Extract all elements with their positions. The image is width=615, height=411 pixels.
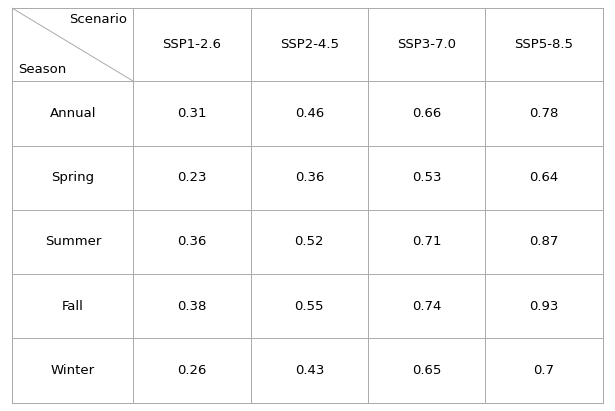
Text: 0.23: 0.23: [177, 171, 207, 184]
Text: Season: Season: [18, 63, 66, 76]
Text: 0.74: 0.74: [412, 300, 442, 313]
Text: 0.65: 0.65: [412, 364, 442, 377]
Text: Annual: Annual: [50, 107, 96, 120]
Text: Winter: Winter: [51, 364, 95, 377]
Text: 0.93: 0.93: [530, 300, 558, 313]
Text: Summer: Summer: [45, 236, 101, 249]
Text: 0.87: 0.87: [530, 236, 558, 249]
Text: 0.71: 0.71: [412, 236, 442, 249]
Text: Fall: Fall: [62, 300, 84, 313]
Text: 0.36: 0.36: [177, 236, 207, 249]
Text: SSP5-8.5: SSP5-8.5: [515, 38, 574, 51]
Text: 0.53: 0.53: [412, 171, 442, 184]
Text: 0.66: 0.66: [412, 107, 442, 120]
Text: 0.64: 0.64: [530, 171, 558, 184]
Text: 0.26: 0.26: [177, 364, 207, 377]
Text: 0.46: 0.46: [295, 107, 324, 120]
Text: 0.31: 0.31: [177, 107, 207, 120]
Text: 0.38: 0.38: [177, 300, 207, 313]
Text: 0.7: 0.7: [534, 364, 555, 377]
Text: 0.78: 0.78: [530, 107, 558, 120]
Text: SSP2-4.5: SSP2-4.5: [280, 38, 339, 51]
Text: Scenario: Scenario: [69, 13, 127, 26]
Text: 0.55: 0.55: [295, 300, 324, 313]
Text: 0.36: 0.36: [295, 171, 324, 184]
Text: SSP1-2.6: SSP1-2.6: [162, 38, 221, 51]
Text: 0.43: 0.43: [295, 364, 324, 377]
Text: Spring: Spring: [51, 171, 94, 184]
Text: 0.52: 0.52: [295, 236, 324, 249]
Text: SSP3-7.0: SSP3-7.0: [397, 38, 456, 51]
